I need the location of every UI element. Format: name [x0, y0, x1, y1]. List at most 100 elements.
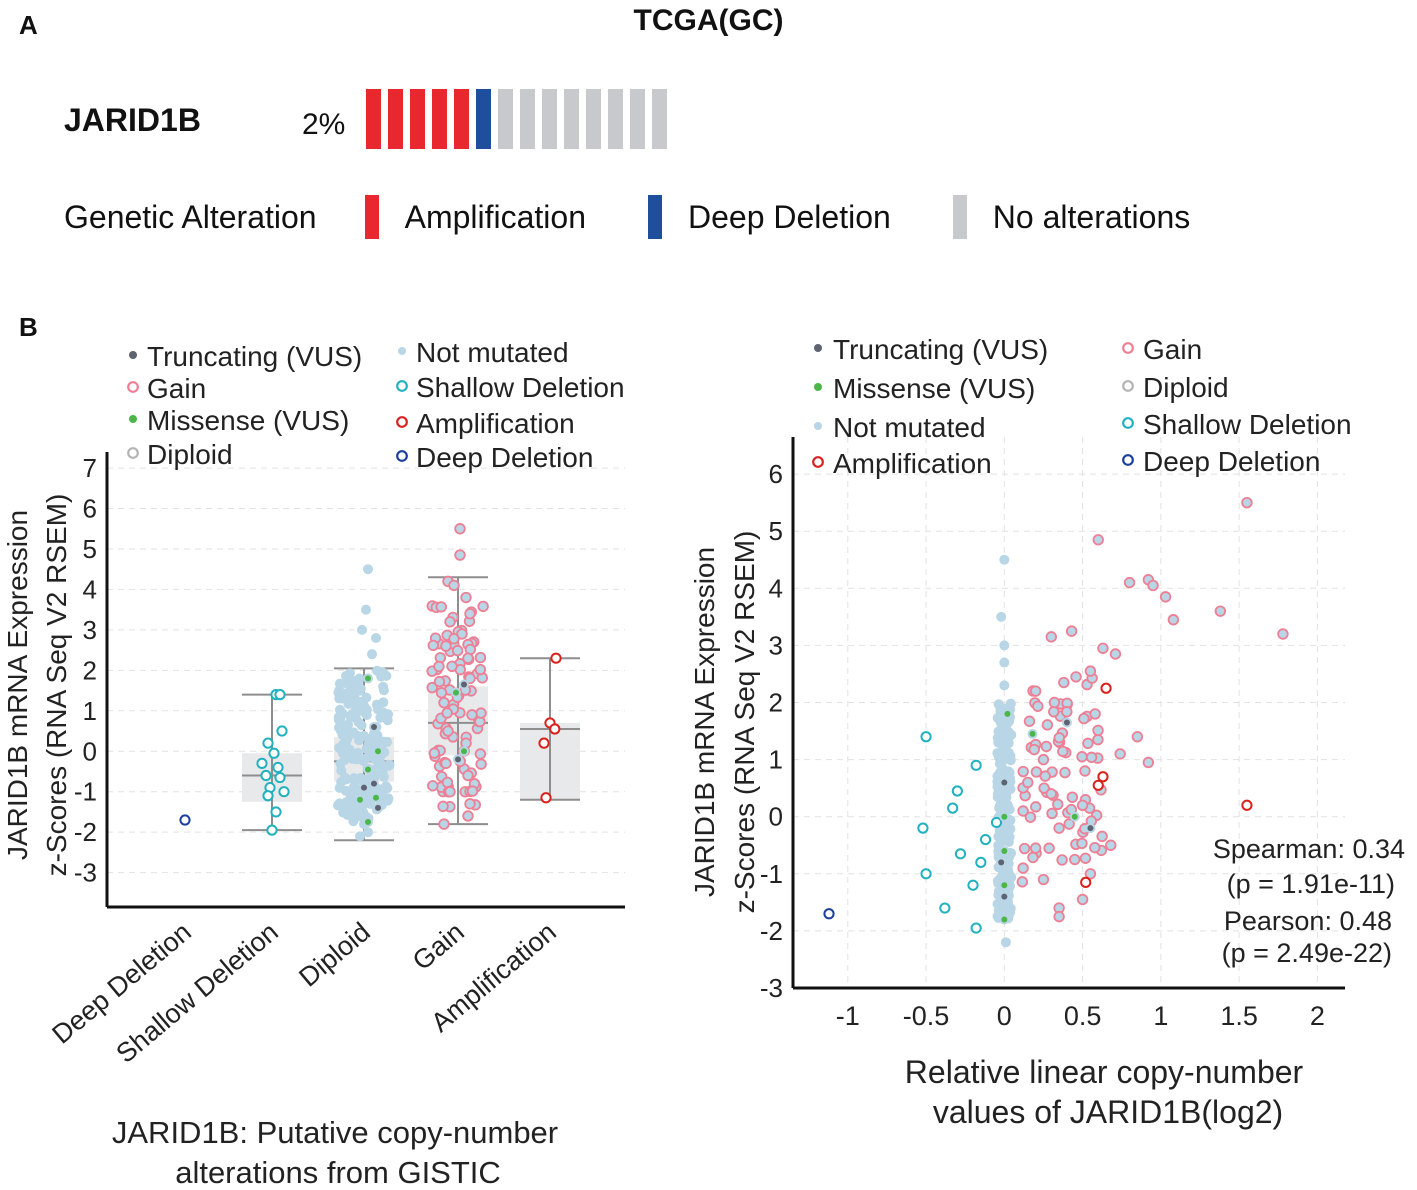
data-point: [1001, 882, 1008, 889]
data-point-gain-fill: [1030, 801, 1042, 813]
data-point-gain-fill: [1066, 791, 1079, 803]
legend-label: Diploid: [1143, 372, 1229, 403]
legend-marker: [1122, 417, 1134, 429]
data-point-gain-fill: [1018, 842, 1031, 855]
data-point-gain-fill: [1070, 671, 1082, 683]
data-point-gain-fill: [1048, 706, 1060, 718]
figure-title: TCGA(GC): [633, 4, 784, 37]
data-point-gain-fill: [428, 747, 441, 759]
data-point-diploid-fill: [340, 785, 351, 796]
data-point: [375, 748, 381, 755]
data-point: [365, 819, 371, 826]
legend-marker: [814, 344, 822, 352]
y-tick-label: 4: [83, 574, 97, 604]
oncoprint-bar-none: [586, 89, 601, 149]
data-point: [1084, 665, 1097, 677]
legend-label: Missense (VUS): [833, 373, 1035, 404]
legend-label: Truncating (VUS): [147, 341, 362, 372]
data-point: [1029, 730, 1036, 737]
data-point-diploid-fill: [1006, 729, 1017, 740]
data-point: [1080, 876, 1092, 888]
x-axis-label: JARID1B: Putative copy-number: [112, 1115, 558, 1150]
data-point: [1241, 496, 1253, 509]
data-point-gain-fill: [441, 776, 454, 789]
data-point: [357, 796, 363, 803]
data-point-diploid-fill: [348, 816, 359, 827]
y-tick-label: -3: [760, 973, 783, 1003]
data-point: [1048, 696, 1061, 709]
data-point: [1092, 779, 1104, 791]
data-point-gain-fill: [475, 758, 487, 770]
data-point-diploid-fill: [335, 714, 346, 725]
data-point-gain-fill: [426, 681, 438, 694]
data-point-diploid-fill: [345, 685, 356, 696]
data-point-gain-fill: [1043, 842, 1055, 854]
data-point: [1277, 628, 1289, 640]
data-point: [970, 759, 982, 771]
data-point-diploid-fill: [350, 713, 361, 724]
legend-label: Amplification: [833, 448, 992, 479]
data-point-gain-fill: [1046, 807, 1058, 820]
oncoprint-bar-none: [652, 89, 667, 149]
y-axis-label: JARID1B mRNA Expression: [689, 547, 720, 897]
legend-label: Truncating (VUS): [833, 334, 1048, 365]
data-point: [999, 640, 1010, 651]
legend-marker: [127, 381, 139, 393]
data-point-diploid-fill: [343, 698, 354, 709]
data-point: [462, 810, 474, 822]
data-point-gain-fill: [1092, 724, 1104, 737]
data-point-gain-fill: [441, 707, 453, 719]
data-point: [262, 790, 274, 802]
x-tick-label: Gain: [407, 917, 470, 977]
data-point-gain-fill: [1024, 811, 1037, 823]
data-point-diploid-fill: [996, 728, 1007, 739]
data-point: [462, 769, 474, 782]
data-point: [444, 786, 456, 798]
legend-label: Deep Deletion: [1143, 446, 1320, 477]
data-point-gain-fill: [1057, 745, 1069, 758]
data-point-diploid-fill: [384, 759, 395, 770]
data-point: [456, 628, 468, 640]
data-point-diploid-fill: [372, 665, 383, 676]
alteration-percent: 2%: [302, 108, 346, 141]
data-point: [461, 681, 467, 688]
data-point: [1001, 893, 1008, 900]
data-point: [970, 922, 982, 934]
oncoprint-bar-none: [520, 89, 535, 149]
data-point-gain-fill: [433, 660, 445, 673]
data-point: [446, 660, 458, 672]
legend-marker: [396, 380, 408, 392]
x-tick-label: 1.5: [1220, 1001, 1258, 1031]
data-point-gain-fill: [1096, 830, 1108, 843]
y-tick-label: 5: [769, 516, 783, 546]
data-point: [1147, 579, 1159, 592]
x-axis-label: Relative linear copy-number: [905, 1054, 1304, 1090]
oncoprint-bar-amplification: [454, 89, 469, 149]
data-point: [367, 649, 377, 660]
data-point-diploid-fill: [992, 748, 1003, 759]
data-point-diploid-fill: [338, 690, 349, 701]
data-point: [1002, 903, 1013, 914]
data-point: [1076, 799, 1089, 811]
y-tick-label: 2: [83, 655, 97, 685]
data-point: [1131, 731, 1144, 743]
data-point: [357, 624, 367, 635]
data-point: [363, 827, 373, 838]
data-point-diploid-fill: [348, 782, 359, 793]
y-axis-label: JARID1B mRNA Expression: [2, 510, 33, 860]
data-point: [260, 769, 272, 782]
data-point: [538, 737, 550, 749]
data-point: [549, 723, 561, 735]
data-point-diploid-fill: [1000, 740, 1011, 751]
legend-label-no-alterations: No alterations: [992, 198, 1191, 235]
data-point-diploid-fill: [992, 899, 1003, 910]
legend-marker: [129, 415, 137, 423]
data-point-gain-fill: [1076, 837, 1088, 850]
data-point: [917, 822, 929, 834]
legend-label: Shallow Deletion: [1143, 409, 1352, 440]
y-tick-label: -3: [74, 858, 97, 888]
data-point: [1022, 776, 1034, 789]
x-axis-label: values of JARID1B(log2): [933, 1094, 1283, 1130]
data-point-gain-fill: [1079, 852, 1092, 864]
data-point: [998, 859, 1005, 866]
